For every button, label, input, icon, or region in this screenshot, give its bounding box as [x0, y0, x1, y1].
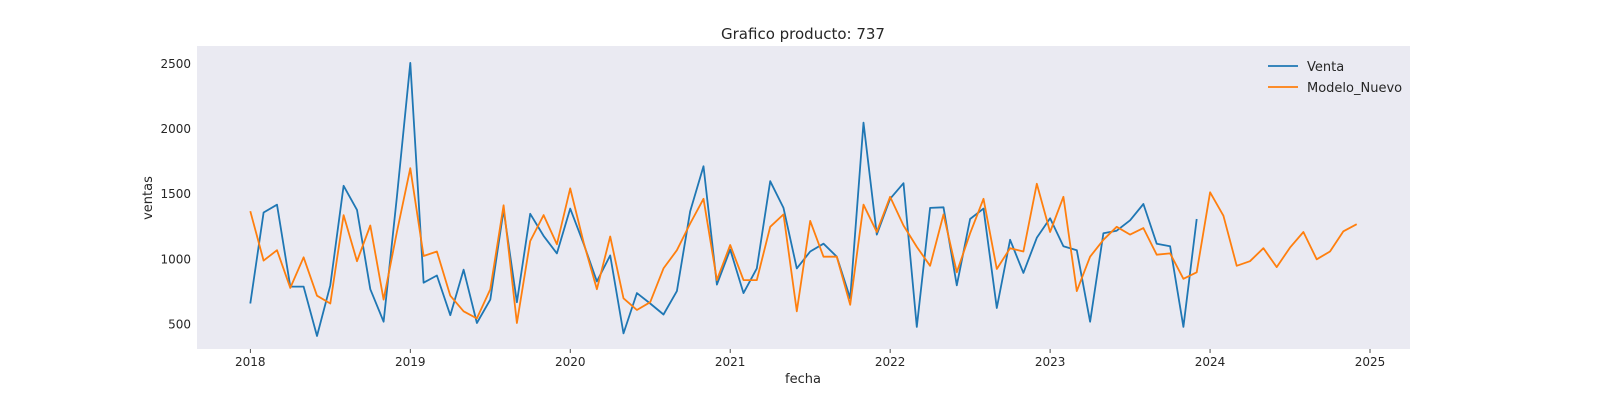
legend-label: Modelo_Nuevo — [1307, 81, 1402, 96]
x-tick-label: 2018 — [235, 355, 266, 369]
x-axis: 2018 2019 2020 2021 2022 2023 2024 2025 — [235, 349, 1385, 369]
x-tick-label: 2021 — [715, 355, 746, 369]
y-tick-label: 2000 — [160, 122, 191, 136]
plot-area — [197, 46, 1410, 349]
y-axis-label: ventas — [141, 176, 156, 220]
legend: Venta Modelo_Nuevo — [1268, 60, 1402, 96]
x-tick-label: 2020 — [555, 355, 586, 369]
y-tick-label: 2500 — [160, 57, 191, 71]
y-tick-label: 1000 — [160, 252, 191, 266]
x-tick-label: 2022 — [875, 355, 906, 369]
x-tick-label: 2025 — [1355, 355, 1386, 369]
y-tick-label: 1500 — [160, 187, 191, 201]
chart-title: Grafico producto: 737 — [721, 25, 885, 43]
series-layer — [249, 62, 1358, 337]
x-tick-label: 2023 — [1035, 355, 1066, 369]
x-axis-label: fecha — [785, 372, 821, 387]
x-tick-label: 2019 — [395, 355, 426, 369]
y-tick-label: 500 — [168, 317, 191, 331]
series-line-venta — [249, 62, 1198, 337]
series-line-modelo-nuevo — [249, 167, 1358, 324]
legend-label: Venta — [1307, 60, 1344, 75]
y-axis: 500 1000 1500 2000 2500 — [160, 57, 191, 331]
x-tick-label: 2024 — [1195, 355, 1226, 369]
